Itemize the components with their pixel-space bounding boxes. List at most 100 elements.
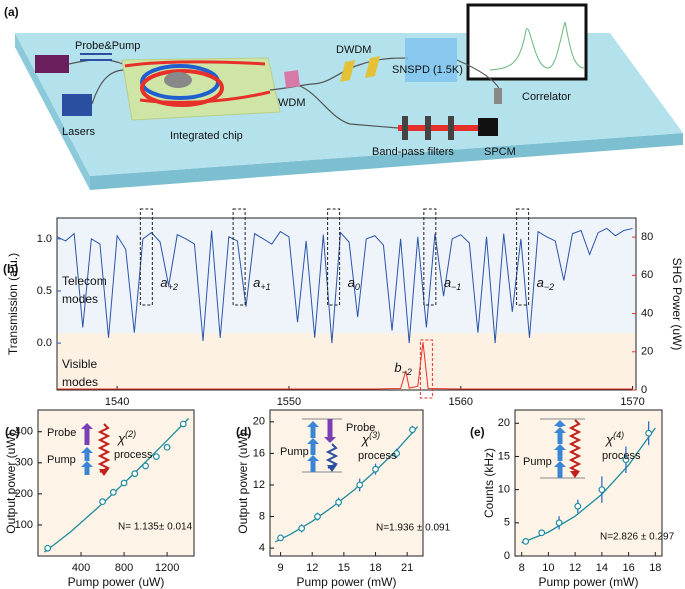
inset-arrowhead <box>327 465 337 472</box>
plot-bg-visible <box>57 333 636 390</box>
process-label: process <box>114 449 153 461</box>
x-tick-label: 9 <box>277 562 283 574</box>
component-label: Correlator <box>522 91 571 103</box>
dwdm-filter <box>340 60 355 82</box>
mode-label: a−2 <box>537 275 555 292</box>
process-label: process <box>358 450 397 462</box>
y-tick-label: 12 <box>253 479 265 491</box>
x-axis-title: Pump power (uW) <box>68 575 165 589</box>
panel-label: (c) <box>5 425 20 439</box>
data-point <box>120 479 128 487</box>
y2-tick-label: 40 <box>641 307 653 319</box>
y2-tick-label: 20 <box>641 346 653 358</box>
region-label: modes <box>62 292 98 306</box>
spectrum-line <box>56 227 633 344</box>
x-tick-label: 1560 <box>449 396 473 408</box>
x-axis-title: Pump power (mW) <box>538 575 638 589</box>
data-point <box>277 534 284 542</box>
x-tick-label: 15 <box>338 562 350 574</box>
inset-wave <box>325 443 339 469</box>
component-label: Band-pass filters <box>372 146 454 158</box>
plot-frame <box>514 409 663 557</box>
data-point <box>574 502 582 510</box>
process-symbol-sub: (3) <box>369 430 380 440</box>
mode-label-main: a <box>160 275 167 290</box>
component-label: Integrated chip <box>170 130 243 142</box>
fit-annotation: N= 1.135± 0.014 <box>118 522 193 533</box>
y2-axis-title: SHG Power (uW) <box>670 258 684 351</box>
mode-box <box>516 208 530 306</box>
data-point <box>335 498 342 506</box>
correlator <box>494 88 502 104</box>
data-point <box>393 450 401 457</box>
mode-box <box>232 208 246 306</box>
table-side <box>15 33 90 190</box>
mode-label-sub: −1 <box>451 282 461 292</box>
x-tick-label: 16 <box>622 562 634 574</box>
panel-label: (e) <box>470 425 485 439</box>
process-symbol: χ(4) <box>605 430 624 447</box>
x-tick-label: 1200 <box>155 562 179 574</box>
data-point <box>645 429 653 437</box>
fiber <box>456 59 501 91</box>
filter <box>425 116 431 140</box>
fit-line <box>274 426 419 543</box>
process-symbol: χ(3) <box>361 430 380 447</box>
y-tick-label: 5 <box>504 517 510 529</box>
table-front <box>90 133 683 190</box>
y-tick-label: 0.5 <box>37 285 52 297</box>
data-point <box>522 538 530 545</box>
plot-frame <box>269 409 424 557</box>
mode-label: a−1 <box>444 275 462 292</box>
mode-label-sub: −2 <box>402 367 412 377</box>
mode-label-sub: +2 <box>168 282 178 292</box>
process-symbol: χ(2) <box>117 429 136 446</box>
y-tick-label: 0.0 <box>37 337 52 349</box>
data-point <box>622 456 630 464</box>
x-tick-label: 18 <box>369 562 381 574</box>
inset-arrowhead <box>81 447 93 453</box>
laser-source <box>35 55 69 73</box>
x-tick-label: 18 <box>649 562 661 574</box>
laser-box <box>62 94 92 116</box>
data-point <box>163 443 171 451</box>
monitor <box>466 3 588 81</box>
inset-arrowhead <box>307 421 319 427</box>
panel-label: (d) <box>236 425 251 439</box>
component-label: SPCM <box>484 146 516 158</box>
y-axis-title: Output power (uW) <box>236 432 250 533</box>
mode-label: b−2 <box>394 360 412 377</box>
mode-box <box>139 208 153 306</box>
inset-arrowhead <box>554 427 566 433</box>
x-tick-label: 1570 <box>620 396 644 408</box>
process-symbol-sub: (4) <box>613 430 624 440</box>
x-tick-label: 1540 <box>105 396 129 408</box>
y-tick-label: 20 <box>498 417 510 429</box>
inset-arrowhead <box>324 437 336 443</box>
inset-label: Pump <box>47 454 76 466</box>
process-symbol-sub: (2) <box>125 429 136 439</box>
y-axis-title: Counts (kHz) <box>482 448 496 518</box>
y-axis-title: Output power (uW) <box>4 432 18 533</box>
mode-label-main: a <box>253 275 260 290</box>
mode-label-sub: 0 <box>355 282 360 292</box>
mode-label-main: a <box>348 275 355 290</box>
inset-arrowhead <box>81 461 93 467</box>
mode-label-sub: −2 <box>544 282 554 292</box>
probe-pump-arrows <box>80 53 112 61</box>
mode-box <box>419 339 433 399</box>
process-symbol-main: χ <box>361 432 370 447</box>
mode-label-sub: +1 <box>260 282 270 292</box>
inset-wave <box>97 423 111 473</box>
process-label: process <box>602 450 641 462</box>
mode-label-main: a <box>444 275 451 290</box>
y-tick-label: 200 <box>15 488 33 500</box>
component-label: DWDM <box>336 44 371 56</box>
component-label: Lasers <box>62 126 96 138</box>
dwdm-filter <box>365 56 380 78</box>
x-tick-label: 12 <box>306 562 318 574</box>
data-point <box>356 481 364 489</box>
data-point <box>555 519 563 527</box>
x-tick-label: 400 <box>72 562 90 574</box>
